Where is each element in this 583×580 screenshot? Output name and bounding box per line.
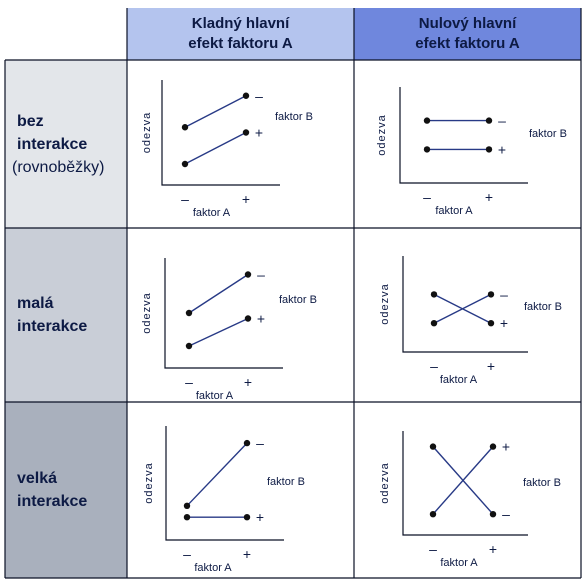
plot1-axes bbox=[161, 80, 280, 186]
plot4-point-1-plus bbox=[487, 291, 495, 298]
plot1-series-label-1: + bbox=[255, 125, 263, 141]
plot5-point-1-plus bbox=[243, 514, 251, 521]
plot1-xlabel: faktor A bbox=[193, 207, 231, 219]
plot6-axes bbox=[402, 431, 528, 536]
row2-line2: interakce bbox=[17, 318, 88, 335]
plot3-point-1-minus bbox=[185, 342, 193, 350]
plot6-xtick-minus: – bbox=[429, 541, 437, 557]
plot2-xlabel: faktor A bbox=[435, 205, 473, 217]
plot3-point-0-minus bbox=[185, 309, 193, 317]
row-label-small-interaction: malá interakce bbox=[5, 228, 127, 402]
plot6-point-1-minus bbox=[429, 443, 437, 450]
plot1-series-label-0: – bbox=[255, 88, 263, 104]
plot4-series-label-1: – bbox=[500, 286, 508, 302]
plot1-series-line-1 bbox=[184, 131, 247, 165]
plot6-factor-b-label: faktor B bbox=[523, 477, 561, 489]
plot6-point-1-plus bbox=[489, 511, 497, 518]
plot6-ylabel: odezva bbox=[379, 462, 391, 503]
plot4-series-label-0: + bbox=[500, 315, 508, 331]
grid-lines bbox=[4, 8, 582, 579]
plot5-xtick-plus: + bbox=[243, 546, 251, 562]
row2-label-background bbox=[5, 228, 127, 402]
plot6-series-label-1: – bbox=[502, 506, 510, 522]
plot4-point-0-minus bbox=[430, 291, 438, 298]
plot2-xtick-plus: + bbox=[485, 189, 493, 205]
plot5-xtick-minus: – bbox=[183, 546, 191, 562]
row2-line1: malá bbox=[17, 295, 54, 312]
plot5-point-0-plus bbox=[243, 439, 251, 447]
plot6-point-0-minus bbox=[429, 511, 437, 518]
row1-line1: bez bbox=[17, 112, 44, 130]
plot3-series-label-0: – bbox=[257, 267, 265, 283]
plot2-point-1-plus bbox=[485, 146, 493, 153]
plot5-factor-b-label: faktor B bbox=[267, 476, 305, 488]
plot3-xtick-plus: + bbox=[244, 374, 252, 390]
plot2-point-0-minus bbox=[423, 117, 431, 124]
plot1-xtick-minus: – bbox=[181, 191, 189, 207]
plot5-axes bbox=[165, 426, 284, 541]
plot5-point-0-minus bbox=[183, 502, 191, 509]
row1-line2: interakce bbox=[17, 135, 88, 153]
plot3-series-line-1 bbox=[188, 317, 249, 347]
plot3-series-line-0 bbox=[188, 273, 249, 314]
plot2-point-0-plus bbox=[485, 117, 493, 124]
plot4-xlabel: faktor A bbox=[440, 374, 478, 386]
row-label-large-interaction: velká interakce bbox=[5, 402, 127, 578]
plot2-xtick-minus: – bbox=[423, 189, 431, 205]
plot2-axes bbox=[399, 87, 528, 184]
row1-line3: (rovnoběžky) bbox=[12, 158, 105, 176]
plot2-ylabel: odezva bbox=[376, 114, 388, 155]
plot5-series-label-0: – bbox=[256, 435, 264, 451]
plot1-point-1-minus bbox=[181, 160, 189, 168]
plot6-xtick-plus: + bbox=[489, 541, 497, 557]
plot4-ylabel: odezva bbox=[379, 283, 391, 324]
plot3-point-1-plus bbox=[244, 315, 252, 322]
plot6-xlabel: faktor A bbox=[440, 557, 478, 569]
plot3-factor-b-label: faktor B bbox=[279, 294, 317, 306]
plot5-point-1-minus bbox=[183, 514, 191, 521]
column-header-zero-effect: Nulový hlavní efekt faktoru A bbox=[415, 14, 520, 52]
plot1-series-line-0 bbox=[184, 95, 247, 128]
column-header-positive-effect: Kladný hlavní efekt faktoru A bbox=[188, 14, 293, 52]
plot5-ylabel: odezva bbox=[143, 462, 155, 503]
plot6-series-label-0: + bbox=[502, 439, 510, 455]
plot1-factor-b-label: faktor B bbox=[275, 111, 313, 123]
plot1-point-0-minus bbox=[181, 124, 189, 131]
plot6-series-line-1 bbox=[432, 446, 494, 515]
plot3-xtick-minus: – bbox=[185, 374, 193, 390]
plot4-point-0-plus bbox=[487, 320, 495, 327]
plot5-series-label-1: + bbox=[256, 509, 264, 525]
row3-line1: velká bbox=[17, 470, 58, 487]
plot2-point-1-minus bbox=[423, 146, 431, 153]
plot3-series-label-1: + bbox=[257, 311, 265, 327]
row3-line2: interakce bbox=[17, 493, 88, 510]
plot4-point-1-minus bbox=[430, 320, 438, 327]
plot4-axes bbox=[402, 256, 528, 353]
row-label-no-interaction: bez interakce (rovnoběžky) bbox=[5, 60, 127, 228]
row1-label-background bbox=[5, 60, 127, 228]
plot3-xlabel: faktor A bbox=[196, 390, 234, 402]
plot3-point-0-plus bbox=[244, 271, 252, 278]
plot1-point-1-plus bbox=[242, 129, 250, 136]
plot2-series-label-0: – bbox=[498, 113, 506, 129]
plot4-series-line-1 bbox=[433, 293, 492, 324]
plot3-ylabel: odezva bbox=[141, 292, 153, 333]
plot1-ylabel: odezva bbox=[141, 112, 153, 153]
plot4-factor-b-label: faktor B bbox=[524, 301, 562, 313]
plot2-factor-b-label: faktor B bbox=[529, 128, 567, 140]
header-a-background bbox=[127, 8, 354, 60]
plot2-series-label-1: + bbox=[498, 141, 506, 157]
plot6-point-0-plus bbox=[489, 443, 497, 450]
header-b-background bbox=[354, 8, 581, 60]
plot1-point-0-plus bbox=[242, 92, 250, 99]
plot4-xtick-minus: – bbox=[430, 358, 438, 374]
row3-label-background bbox=[5, 402, 127, 578]
plot3-axes bbox=[164, 258, 283, 369]
plot4-xtick-plus: + bbox=[487, 358, 495, 374]
plot5-series-line-0 bbox=[186, 442, 248, 507]
plot1-xtick-plus: + bbox=[242, 191, 250, 207]
plot5-xlabel: faktor A bbox=[194, 562, 232, 574]
